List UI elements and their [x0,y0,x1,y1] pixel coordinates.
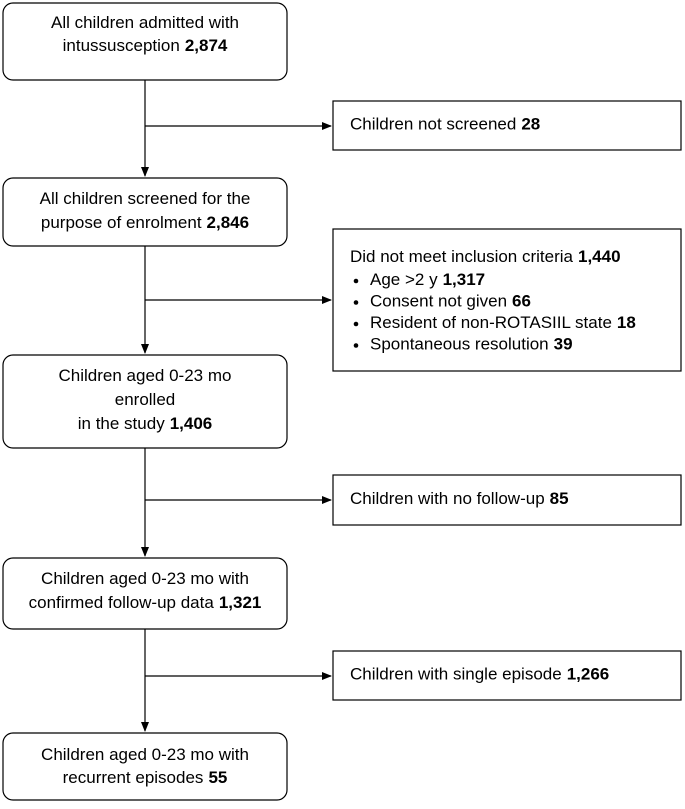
main-box: All children admitted with intussusceptio… [2,2,288,81]
text-line: Spontaneous resolution 39 [370,335,573,354]
text-line: Children aged 0-23 mo [59,366,232,385]
count: 28 [521,115,540,134]
box [2,732,288,801]
box [332,474,682,526]
side-box: Children with no follow-up 85 [332,474,682,526]
label: intussusception [63,36,180,55]
bullet [353,278,359,284]
side-box: Children with single episode 1,266 [332,650,682,701]
side-box: Did not meet inclusion criteria 1,440 Age … [332,228,682,372]
text-line: recurrent episodes 55 [63,768,228,787]
text-line: Children with single episode 1,266 [350,665,609,684]
count: 1,406 [170,414,213,433]
side-box: Children not screened 28 [332,100,682,151]
label: Children with single episode [350,665,562,684]
label: Children aged 0-23 mo with [41,569,249,588]
label: confirmed follow-up data [29,593,215,612]
text-line: Did not meet inclusion criteria 1,440 [350,247,621,266]
main-box: Children aged 0-23 mo with recurrent epis… [2,732,288,801]
text-line: Age >2 y 1,317 [370,270,485,289]
label: Age >2 y [370,270,438,289]
count: 85 [550,489,569,508]
count: 2,874 [185,36,228,55]
box [332,650,682,701]
box [332,100,682,151]
text-line: Children with no follow-up 85 [350,489,569,508]
count: 39 [554,335,573,354]
text-line: All children screened for the [40,189,251,208]
connectors [141,80,332,732]
bullet [353,321,359,327]
text-line: Children aged 0-23 mo with [41,569,249,588]
label: Resident of non-ROTASIIL state [370,313,612,332]
count: 55 [208,768,227,787]
label: purpose of enrolment [41,213,202,232]
label: Spontaneous resolution [370,335,549,354]
main-box: Children aged 0-23 mo enrolled in the stud… [2,354,288,449]
text-line: enrolled [115,390,176,409]
text-line: Resident of non-ROTASIIL state 18 [370,313,636,332]
box [2,177,288,247]
count: 18 [617,313,636,332]
label: Did not meet inclusion criteria [350,247,574,266]
box [2,354,288,449]
text-line: Consent not given 66 [370,292,531,311]
text-line: Children aged 0-23 mo with [41,745,249,764]
main-box: All children screened for the purpose of … [2,177,288,247]
box [332,228,682,372]
count: 2,846 [207,213,250,232]
label: recurrent episodes [63,768,204,787]
label: Children aged 0-23 mo with [41,745,249,764]
text-line: Children not screened 28 [350,115,540,134]
label: Children aged 0-23 mo [59,366,232,385]
label: All children admitted with [51,13,239,32]
count: 1,266 [567,665,610,684]
label: Children not screened [350,115,516,134]
text-line: intussusception 2,874 [63,36,228,55]
text-line: confirmed follow-up data 1,321 [29,593,262,612]
count: 1,317 [443,270,486,289]
text-line: All children admitted with [51,13,239,32]
bullet [353,343,359,348]
count: 66 [512,292,531,311]
label: in the study [78,414,165,433]
count: 1,321 [219,593,262,612]
bullet [353,300,359,305]
label: All children screened for the [40,189,251,208]
box [2,2,288,81]
count: 1,440 [578,247,621,266]
main-box: Children aged 0-23 mo with confirmed foll… [2,557,288,630]
text-line: purpose of enrolment 2,846 [41,213,249,232]
label: Consent not given [370,292,507,311]
text-line: in the study 1,406 [78,414,213,433]
box [2,557,288,630]
label: enrolled [115,390,176,409]
label: Children with no follow-up [350,489,545,508]
